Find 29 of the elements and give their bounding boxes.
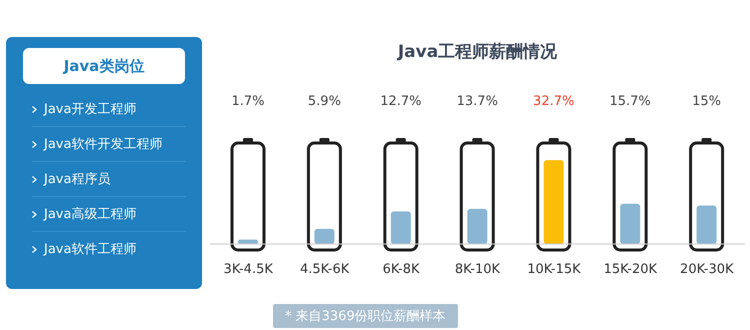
data-label: 32.7%	[533, 94, 574, 109]
x-tick-label: 10K-15K	[527, 262, 582, 278]
x-tick-label: 6K-8K	[382, 262, 420, 278]
bar	[696, 206, 717, 244]
x-tick-label: 20K-30K	[680, 262, 734, 278]
text: Java软件工程师	[44, 241, 136, 258]
x-tick-label: 3K-4.5K	[224, 262, 274, 278]
bar	[544, 160, 564, 244]
data-label: 15%	[692, 94, 722, 109]
text: Java开发工程师	[44, 101, 136, 118]
bar	[238, 240, 258, 244]
text: Java类岗位	[23, 48, 185, 84]
bar	[314, 228, 334, 244]
text: * 来自3369份职位薪酬样本	[273, 304, 458, 328]
bar	[620, 204, 640, 244]
text: Java高级工程师	[44, 206, 136, 223]
data-label: 15.7%	[609, 94, 651, 109]
data-label: 12.7%	[380, 94, 422, 109]
x-tick-label: 4.5K-6K	[300, 262, 350, 278]
bar	[467, 208, 488, 244]
data-label: 5.9%	[308, 94, 341, 109]
x-tick-label: 15K-20K	[604, 262, 658, 278]
chart-title: Java工程师薪酬情况	[396, 41, 558, 63]
bar	[390, 211, 411, 244]
data-label: 1.7%	[231, 94, 265, 109]
data-label: 13.7%	[456, 94, 498, 109]
text: Java软件开发工程师	[44, 136, 162, 153]
text: Java程序员	[44, 171, 110, 188]
x-tick-label: 8K-10K	[454, 262, 501, 278]
